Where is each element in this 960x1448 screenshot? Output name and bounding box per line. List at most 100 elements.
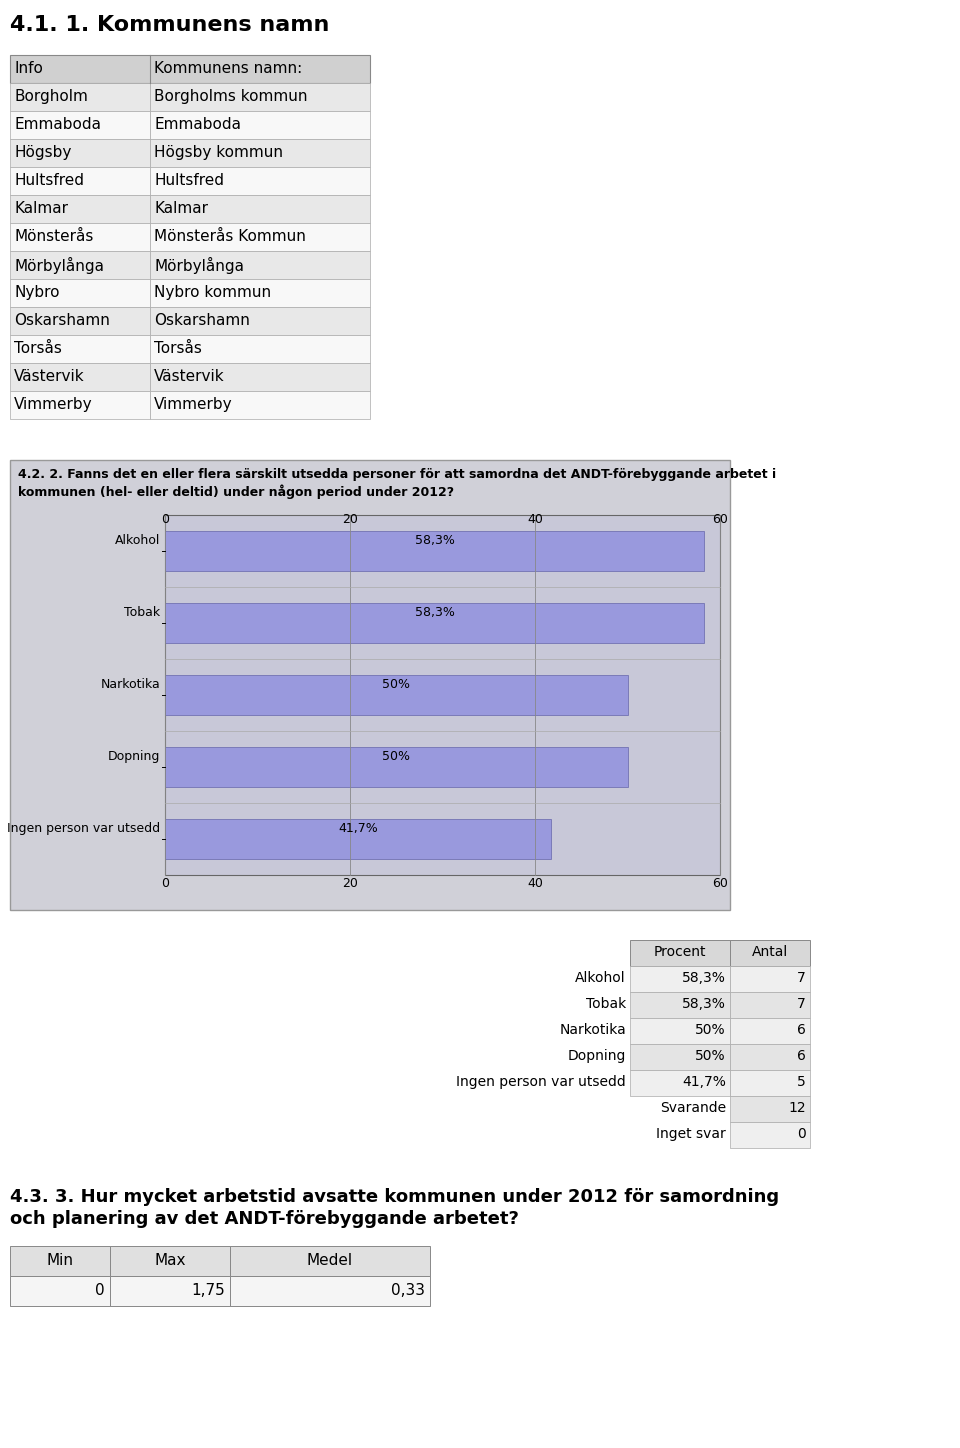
Text: 7: 7 [797,972,806,985]
Text: 41,7%: 41,7% [683,1074,726,1089]
Text: Västervik: Västervik [154,369,225,384]
Bar [10,195,150,223]
Bar [230,1276,430,1306]
Bar [10,279,150,307]
Text: 40: 40 [527,513,543,526]
Bar [730,1096,810,1122]
Text: Vimmerby: Vimmerby [14,397,92,413]
Bar [110,1245,230,1276]
Text: Borgholm: Borgholm [14,88,88,104]
Bar [150,251,370,279]
Bar [150,83,370,111]
Text: Dopning: Dopning [567,1048,626,1063]
Text: 0: 0 [161,513,169,526]
Text: 12: 12 [788,1100,806,1115]
Text: kommunen (hel- eller deltid) under någon period under 2012?: kommunen (hel- eller deltid) under någon… [18,484,454,498]
Text: 20: 20 [342,513,358,526]
Text: Oskarshamn: Oskarshamn [14,313,109,329]
Text: Kalmar: Kalmar [154,201,208,216]
Text: 41,7%: 41,7% [338,822,377,835]
Bar [630,966,730,992]
Bar [10,334,150,363]
Text: Dopning: Dopning [108,750,160,763]
Bar [165,820,551,859]
Bar [630,1044,730,1070]
Text: 58,3%: 58,3% [415,607,455,620]
Text: Procent: Procent [654,946,707,959]
Text: 50%: 50% [382,678,410,691]
Bar [730,1018,810,1044]
Bar [150,195,370,223]
Text: Borgholms kommun: Borgholms kommun [154,88,307,104]
Text: Kommunens namn:: Kommunens namn: [154,61,302,75]
Text: Medel: Medel [307,1253,353,1268]
Bar [165,747,628,786]
Bar [630,940,730,966]
Bar [10,83,150,111]
Text: 60: 60 [712,877,728,891]
Text: Max: Max [155,1253,185,1268]
Bar [10,307,150,334]
Text: 4.3. 3. Hur mycket arbetstid avsatte kommunen under 2012 för samordning: 4.3. 3. Hur mycket arbetstid avsatte kom… [10,1187,780,1206]
Bar [630,1018,730,1044]
Text: 0: 0 [95,1283,105,1297]
Text: Mörbylånga: Mörbylånga [14,256,104,274]
Text: 58,3%: 58,3% [683,972,726,985]
Text: och planering av det ANDT-förebyggande arbetet?: och planering av det ANDT-förebyggande a… [10,1211,518,1228]
Text: Info: Info [14,61,43,75]
Text: Alkohol: Alkohol [575,972,626,985]
Text: Ingen person var utsedd: Ingen person var utsedd [456,1074,626,1089]
Bar [150,334,370,363]
Text: Hultsfred: Hultsfred [154,172,224,188]
Bar [10,139,150,167]
Text: Kalmar: Kalmar [14,201,68,216]
Text: Svarande: Svarande [660,1100,726,1115]
Bar [165,515,720,875]
Text: Tobak: Tobak [586,998,626,1011]
Text: Nybro kommun: Nybro kommun [154,285,271,300]
Bar [150,307,370,334]
Text: 4.1. 1. Kommunens namn: 4.1. 1. Kommunens namn [10,14,329,35]
Bar [10,1245,110,1276]
Bar [165,675,628,715]
Text: 60: 60 [712,513,728,526]
Text: Högsby: Högsby [14,145,71,159]
Bar [730,940,810,966]
Text: Mörbylånga: Mörbylånga [154,256,244,274]
Text: Torsås: Torsås [14,340,61,356]
Text: Oskarshamn: Oskarshamn [154,313,250,329]
Text: 6: 6 [797,1022,806,1037]
Text: 6: 6 [797,1048,806,1063]
Text: 4.2. 2. Fanns det en eller flera särskilt utsedda personer för att samordna det : 4.2. 2. Fanns det en eller flera särskil… [18,468,776,481]
Text: Ingen person var utsedd: Ingen person var utsedd [7,822,160,835]
Bar [730,1122,810,1148]
Bar [10,223,150,251]
Text: Högsby kommun: Högsby kommun [154,145,283,159]
Bar [10,55,370,83]
Text: Narkotika: Narkotika [100,678,160,691]
Text: Min: Min [46,1253,74,1268]
Text: Nybro: Nybro [14,285,60,300]
Text: 50%: 50% [695,1048,726,1063]
Text: Mönsterås: Mönsterås [14,229,93,245]
Bar [730,992,810,1018]
Bar [10,391,150,418]
Text: 0: 0 [797,1127,806,1141]
Text: 0,33: 0,33 [391,1283,425,1297]
Bar [10,251,150,279]
Text: Antal: Antal [752,946,788,959]
Bar [730,966,810,992]
Text: 58,3%: 58,3% [415,534,455,547]
Text: Emmaboda: Emmaboda [14,117,101,132]
Text: 58,3%: 58,3% [683,998,726,1011]
Text: Mönsterås Kommun: Mönsterås Kommun [154,229,306,245]
Bar [150,167,370,195]
Bar [10,167,150,195]
Text: 50%: 50% [382,750,410,763]
Bar [110,1276,230,1306]
Bar [630,992,730,1018]
Text: 7: 7 [797,998,806,1011]
Bar [150,139,370,167]
Bar [730,1044,810,1070]
Bar [150,111,370,139]
